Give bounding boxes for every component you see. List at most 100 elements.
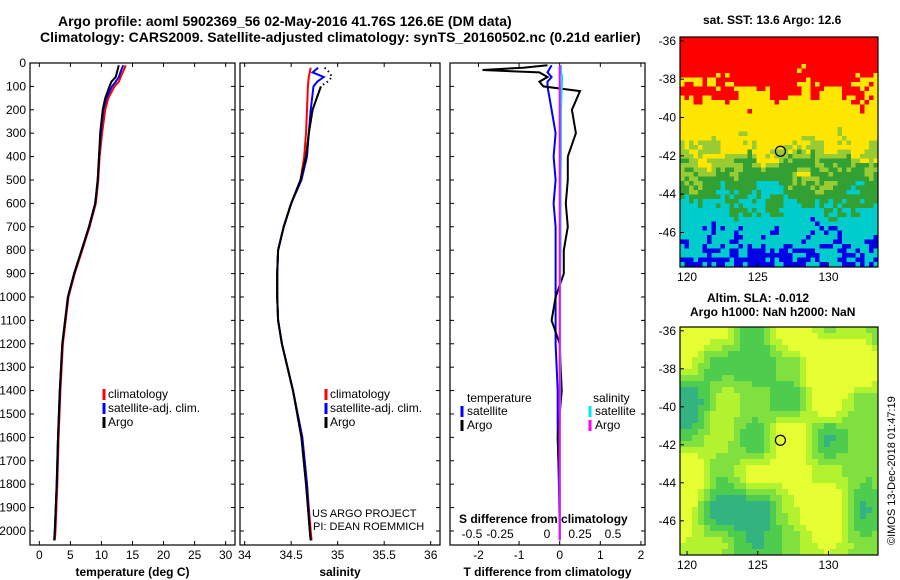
heat-cell bbox=[869, 91, 874, 96]
heat-cell bbox=[752, 163, 757, 168]
heat-cell bbox=[812, 531, 819, 538]
heat-cell bbox=[746, 417, 753, 424]
heat-cell bbox=[836, 507, 843, 514]
heat-cell bbox=[815, 181, 820, 186]
heat-cell bbox=[758, 549, 765, 556]
heat-cell bbox=[851, 181, 856, 186]
heat-cell bbox=[747, 136, 753, 141]
x-tick-label: 10 bbox=[95, 548, 109, 562]
heat-cell bbox=[842, 109, 847, 114]
heat-cell bbox=[782, 441, 789, 448]
heat-cell bbox=[698, 357, 705, 364]
heat-cell bbox=[776, 471, 783, 478]
heat-cell bbox=[684, 95, 690, 101]
heat-cell bbox=[765, 208, 771, 213]
heat-cell bbox=[824, 77, 829, 83]
heat-cell bbox=[692, 417, 699, 424]
heat-cell bbox=[842, 417, 849, 424]
heat-cell bbox=[851, 118, 856, 123]
heat-cell bbox=[860, 244, 865, 249]
heat-cell bbox=[864, 190, 870, 195]
heat-cell bbox=[854, 411, 861, 418]
heat-cell bbox=[842, 86, 847, 92]
heat-cell bbox=[716, 543, 723, 550]
heat-cell bbox=[716, 549, 723, 556]
heat-cell bbox=[761, 41, 766, 47]
heat-cell bbox=[716, 495, 723, 502]
heat-cell bbox=[756, 154, 762, 159]
heat-cell bbox=[765, 158, 771, 164]
heat-cell bbox=[860, 185, 865, 191]
heat-cell bbox=[734, 172, 739, 177]
heat-cell bbox=[842, 435, 849, 442]
heat-cell bbox=[869, 158, 874, 164]
heat-cell bbox=[770, 399, 777, 406]
heat-cell bbox=[846, 113, 852, 119]
heat-cell bbox=[707, 208, 712, 213]
heat-cell bbox=[837, 100, 843, 105]
heat-cell bbox=[830, 429, 837, 436]
heat-cell bbox=[873, 230, 879, 236]
heat-cell bbox=[833, 176, 838, 182]
heat-cell bbox=[824, 363, 831, 370]
heat-cell bbox=[783, 109, 789, 114]
heat-cell bbox=[837, 190, 843, 195]
heat-cell bbox=[774, 68, 780, 74]
heat-cell bbox=[770, 100, 775, 105]
heat-cell bbox=[680, 363, 687, 370]
heat-cell bbox=[851, 149, 856, 155]
heat-cell bbox=[734, 50, 739, 56]
heat-cell bbox=[801, 136, 807, 141]
heat-cell bbox=[711, 122, 717, 128]
heat-cell bbox=[761, 77, 766, 83]
heat-cell bbox=[725, 41, 730, 47]
heat-cell bbox=[756, 230, 762, 236]
heat-cell bbox=[747, 59, 753, 65]
heat-cell bbox=[873, 194, 879, 200]
heat-cell bbox=[866, 465, 873, 472]
heat-cell bbox=[788, 519, 795, 526]
heat-cell bbox=[698, 55, 703, 60]
heat-cell bbox=[869, 140, 874, 146]
heat-cell bbox=[806, 158, 811, 164]
heat-cell bbox=[702, 253, 708, 258]
heat-cell bbox=[734, 226, 739, 231]
heat-cell bbox=[734, 477, 741, 484]
heat-cell bbox=[842, 248, 847, 254]
heat-cell bbox=[846, 68, 852, 74]
heat-cell bbox=[854, 381, 861, 388]
heat-cell bbox=[680, 253, 685, 258]
heat-cell bbox=[689, 217, 694, 222]
heat-cell bbox=[729, 185, 735, 191]
heat-cell bbox=[800, 369, 807, 376]
heat-cell bbox=[860, 429, 867, 436]
heat-cell bbox=[824, 235, 829, 240]
heat-cell bbox=[680, 423, 687, 430]
heat-cell bbox=[752, 262, 757, 267]
heat-cell bbox=[765, 127, 771, 132]
heat-cell bbox=[693, 64, 699, 69]
heat-cell bbox=[824, 86, 829, 92]
heat-cell bbox=[806, 149, 811, 155]
heat-cell bbox=[806, 77, 811, 83]
heat-cell bbox=[716, 59, 721, 65]
heat-cell bbox=[788, 465, 795, 472]
heat-cell bbox=[743, 203, 748, 209]
heat-cell bbox=[788, 109, 793, 114]
heat-cell bbox=[860, 501, 867, 508]
heat-cell bbox=[800, 519, 807, 526]
heat-cell bbox=[702, 136, 708, 141]
heat-cell bbox=[728, 399, 735, 406]
heat-cell bbox=[818, 357, 825, 364]
heat-cell bbox=[848, 375, 855, 382]
heat-cell bbox=[812, 399, 819, 406]
heat-cell bbox=[747, 158, 753, 164]
heat-cell bbox=[873, 244, 879, 249]
heat-cell bbox=[765, 172, 771, 177]
heat-cell bbox=[738, 217, 744, 222]
heat-cell bbox=[756, 77, 762, 83]
heat-cell bbox=[873, 262, 879, 267]
heat-cell bbox=[722, 369, 729, 376]
heat-cell bbox=[846, 86, 852, 92]
